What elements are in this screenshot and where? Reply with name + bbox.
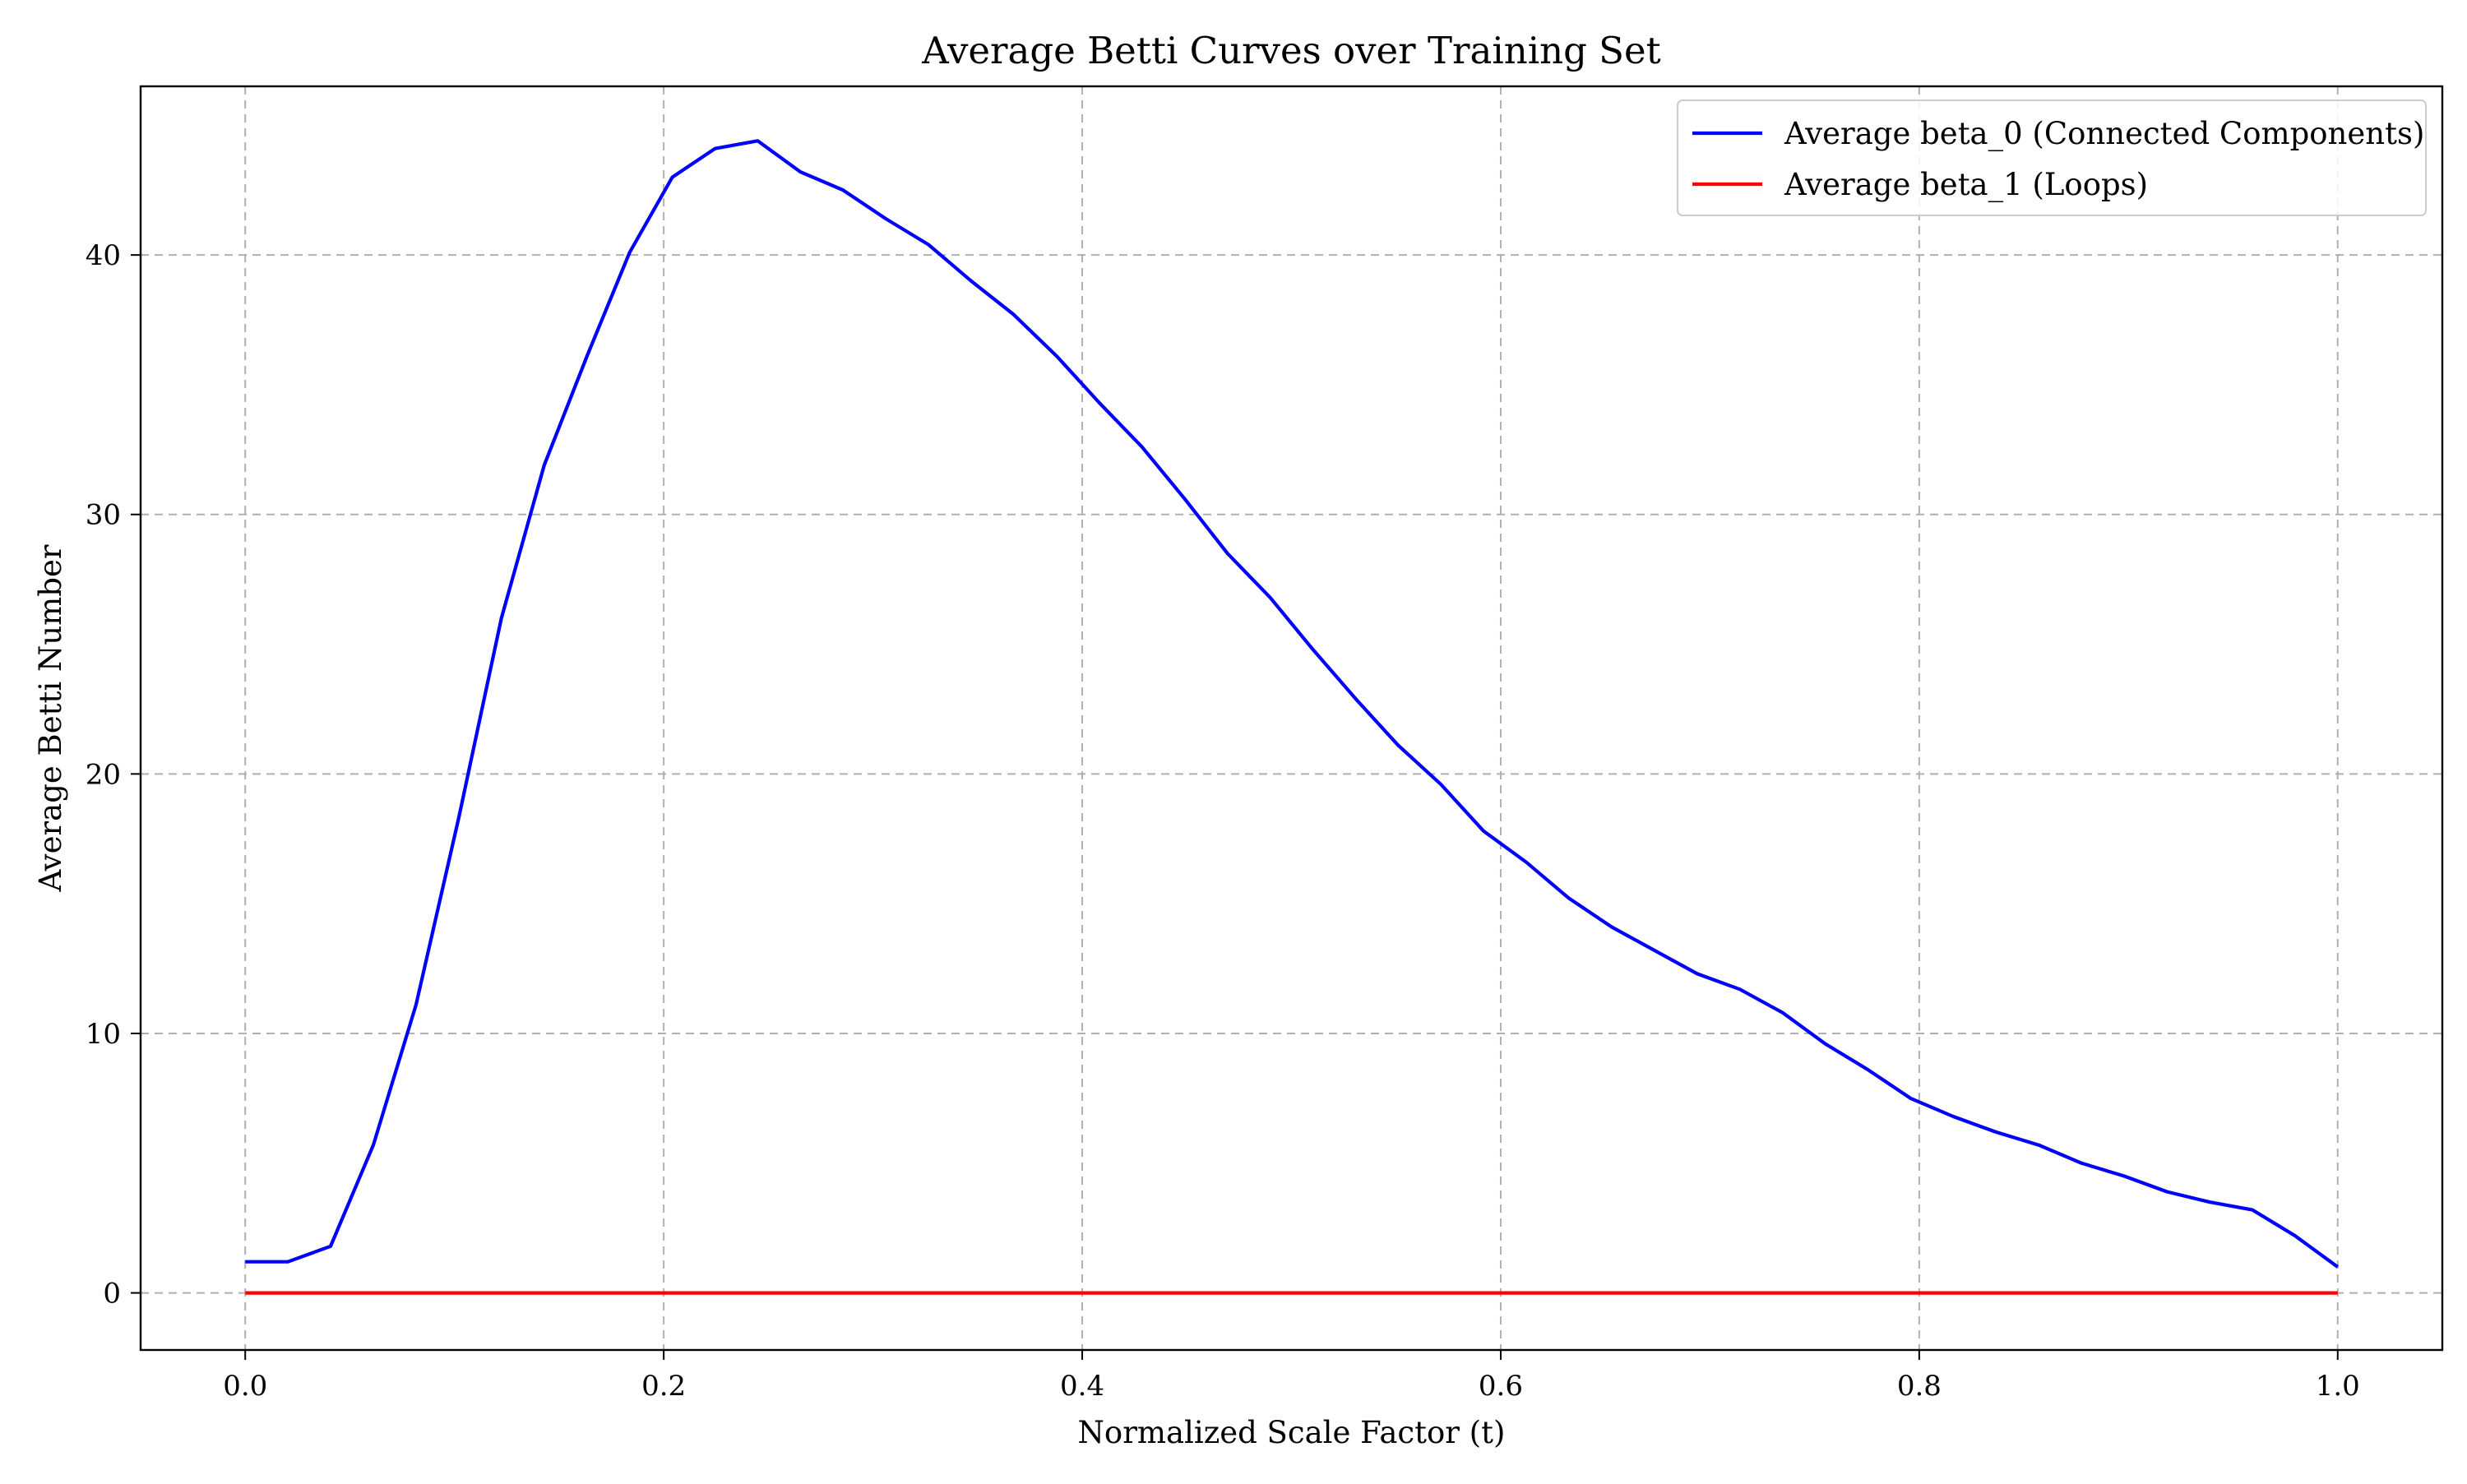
y-tick-label: 0 [103,1278,121,1311]
x-tick-label: 0.6 [1479,1370,1523,1403]
y-axis-label: Average Betti Number [33,544,68,892]
x-tick-label: 0.0 [223,1370,267,1403]
x-tick-label: 0.2 [641,1370,686,1403]
y-tick-label: 10 [86,1018,121,1051]
y-tick-label: 30 [86,499,121,532]
y-tick-label: 40 [86,239,121,272]
legend-label-beta-0: Average beta_0 (Connected Components) [1784,116,2424,152]
x-tick-label: 1.0 [2316,1370,2360,1403]
x-axis-label: Normalized Scale Factor (t) [1078,1415,1506,1450]
legend-label-beta-1: Average beta_1 (Loops) [1784,167,2148,203]
x-tick-label: 0.8 [1897,1370,1942,1403]
chart-title: Average Betti Curves over Training Set [921,29,1660,72]
axis-ticks: 0.0 0.2 0.4 0.6 0.8 1.0 0 10 20 30 40 [86,239,2360,1403]
series-lines [245,139,2340,1295]
y-tick-label: 20 [86,758,121,791]
plot-frame [139,85,2444,1352]
legend-box [1677,99,2427,216]
series-line-beta-0 [245,139,2340,1269]
legend: Average beta_0 (Connected Components) Ave… [1677,99,2427,216]
x-tick-label: 0.4 [1060,1370,1104,1403]
